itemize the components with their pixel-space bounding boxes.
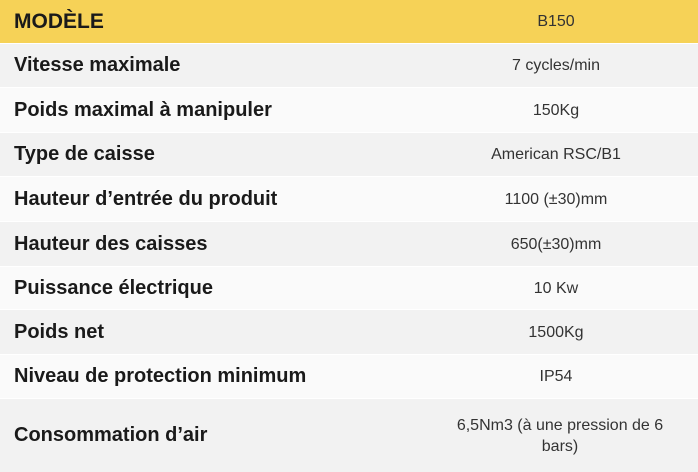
row-value: 7 cycles/min <box>511 57 601 74</box>
table-row: Poids net 1500Kg <box>0 310 698 355</box>
table-row: Puissance électrique 10 Kw <box>0 267 698 310</box>
row-value: IP54 <box>539 368 573 385</box>
row-value: 6,5Nm3 (à une pression de 6 bars) <box>456 416 664 455</box>
table-row: Hauteur des caisses 650(±30)mm <box>0 222 698 267</box>
row-value: 10 Kw <box>533 279 579 297</box>
row-label: Hauteur des caisses <box>14 232 208 255</box>
row-label: Poids maximal à manipuler <box>14 98 272 121</box>
row-label: Vitesse maximale <box>14 54 181 76</box>
row-label: Type de caisse <box>14 143 155 165</box>
row-label: Poids net <box>14 320 105 343</box>
table-row: Poids maximal à manipuler 150Kg <box>0 88 698 133</box>
table-row: Hauteur d’entrée du produit 1100 (±30)mm <box>0 177 698 222</box>
row-value: American RSC/B1 <box>491 146 621 163</box>
row-value: 650(±30)mm <box>510 235 602 253</box>
row-label: Consommation d’air <box>14 424 208 446</box>
row-value: 150Kg <box>532 101 580 119</box>
header-value: B150 <box>537 13 575 30</box>
row-label: Niveau de protection minimum <box>14 365 307 387</box>
table-row: Vitesse maximale 7 cycles/min <box>0 44 698 88</box>
table-row: Type de caisse American RSC/B1 <box>0 133 698 177</box>
row-value: 1100 (±30)mm <box>504 190 608 208</box>
table-header-row: MODÈLE B150 <box>0 0 698 44</box>
header-label: MODÈLE <box>14 9 104 33</box>
row-label: Puissance électrique <box>14 276 213 299</box>
row-label: Hauteur d’entrée du produit <box>14 187 278 210</box>
table-row: Niveau de protection minimum IP54 <box>0 355 698 399</box>
row-value: 1500Kg <box>528 323 584 341</box>
table-row: Consommation d’air 6,5Nm3 (à une pressio… <box>0 399 698 472</box>
